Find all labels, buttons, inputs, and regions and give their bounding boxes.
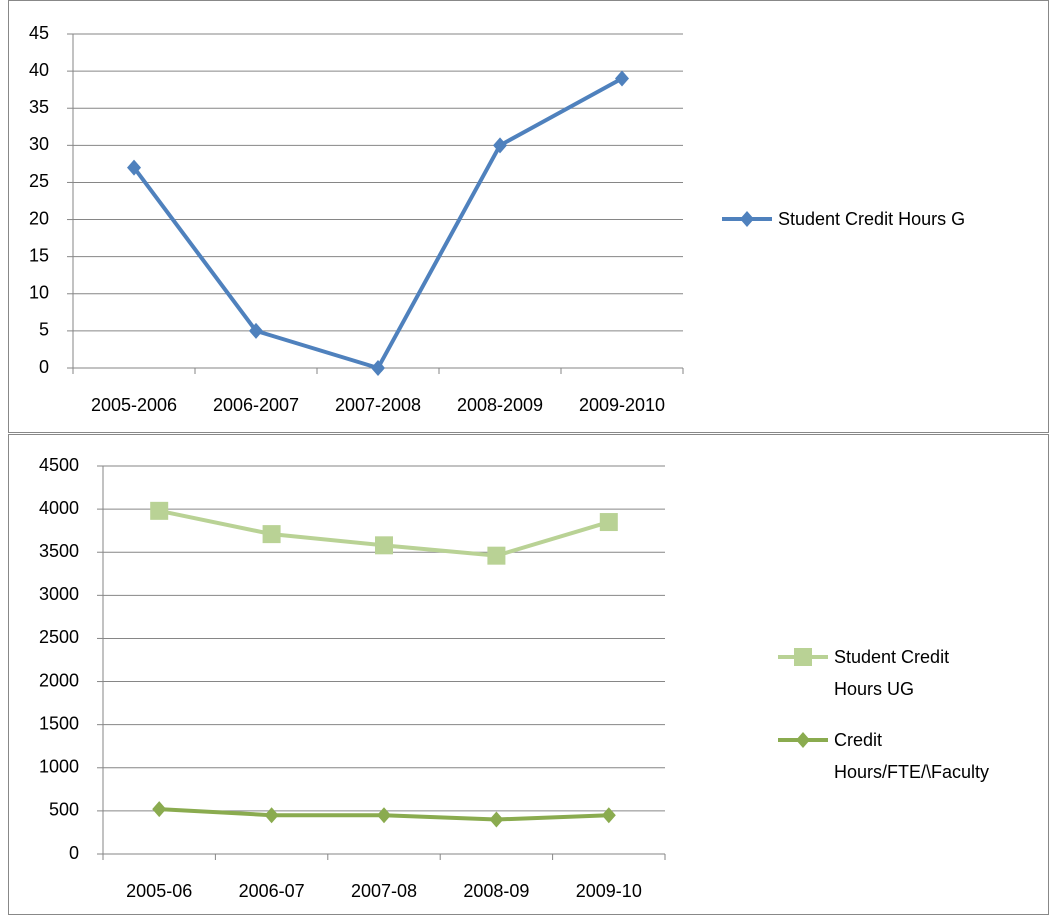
legend-label: Student Credit Hours UG — [834, 647, 950, 699]
marker — [371, 360, 385, 376]
y-tick-label: 25 — [29, 171, 49, 191]
y-tick-label: 1000 — [39, 757, 79, 777]
marker — [615, 70, 629, 87]
y-tick-label: 0 — [39, 357, 49, 377]
y-tick-label: 30 — [29, 134, 49, 154]
marker — [796, 732, 810, 748]
y-tick-label: 3500 — [39, 541, 79, 561]
legend-label: Credit Hours/FTE/\Faculty — [834, 730, 990, 782]
y-tick-label: 3000 — [39, 584, 79, 604]
y-tick-label: 4000 — [39, 498, 79, 518]
marker — [599, 513, 618, 532]
x-tick-label: 2007-2008 — [335, 395, 421, 415]
x-tick-label: 2007-08 — [351, 881, 417, 901]
marker — [740, 211, 754, 227]
y-tick-label: 2000 — [39, 670, 79, 690]
marker — [150, 501, 169, 520]
marker — [493, 137, 507, 154]
marker — [377, 807, 391, 824]
x-tick-label: 2009-10 — [576, 881, 642, 901]
marker — [601, 807, 616, 824]
y-tick-label: 15 — [29, 245, 49, 265]
x-tick-label: 2006-07 — [239, 881, 305, 901]
marker — [489, 811, 504, 828]
y-tick-label: 35 — [29, 97, 49, 117]
x-tick-label: 2008-09 — [463, 881, 529, 901]
y-tick-label: 2500 — [39, 627, 79, 647]
y-tick-label: 1500 — [39, 713, 79, 733]
x-tick-label: 2008-2009 — [457, 395, 543, 415]
y-tick-label: 20 — [29, 208, 49, 228]
x-tick-label: 2006-2007 — [213, 395, 299, 415]
y-tick-label: 4500 — [39, 455, 79, 475]
line — [132, 76, 623, 370]
y-tick-label: 45 — [29, 23, 49, 43]
marker — [127, 159, 141, 176]
marker — [249, 322, 263, 339]
marker — [152, 801, 167, 818]
x-tick-label: 2009-2010 — [579, 395, 665, 415]
y-tick-label: 5 — [39, 320, 49, 340]
marker — [264, 807, 279, 824]
y-tick-label: 40 — [29, 60, 49, 80]
marker — [375, 536, 393, 555]
y-tick-label: 500 — [49, 800, 79, 820]
marker — [262, 525, 281, 544]
x-tick-label: 2005-2006 — [91, 395, 177, 415]
marker — [487, 546, 506, 565]
y-tick-label: 10 — [29, 283, 49, 303]
x-tick-label: 2005-06 — [126, 881, 192, 901]
y-tick-label: 0 — [69, 843, 79, 863]
legend-label: Student Credit Hours G — [778, 209, 966, 229]
marker — [794, 648, 812, 666]
